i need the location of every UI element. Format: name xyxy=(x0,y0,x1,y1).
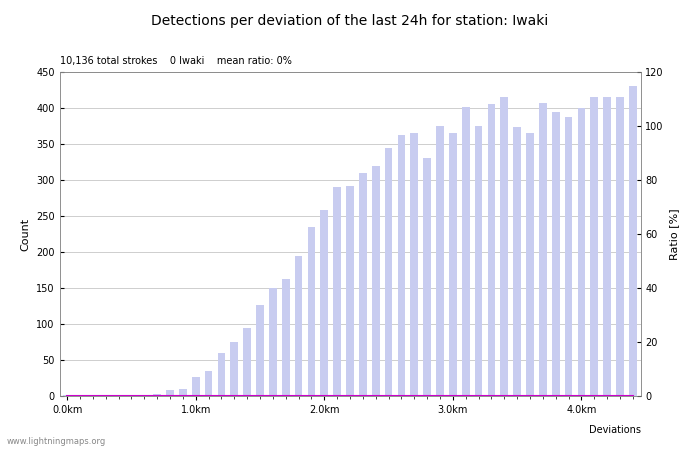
Bar xyxy=(513,127,521,396)
Bar xyxy=(436,126,444,396)
Bar xyxy=(166,390,174,396)
Y-axis label: Count: Count xyxy=(20,217,31,251)
Bar xyxy=(590,97,598,396)
Bar xyxy=(462,107,470,396)
Bar xyxy=(578,108,585,396)
Bar xyxy=(192,377,199,396)
Bar xyxy=(179,389,187,396)
Bar xyxy=(256,305,264,396)
Bar xyxy=(552,112,559,396)
Bar xyxy=(500,97,508,396)
Bar xyxy=(475,126,482,396)
Bar xyxy=(127,395,135,396)
Bar xyxy=(333,187,341,396)
Bar xyxy=(230,342,238,396)
Bar xyxy=(359,173,367,396)
Bar xyxy=(307,227,315,396)
Bar xyxy=(153,394,161,396)
Bar xyxy=(89,395,97,396)
Bar xyxy=(346,186,354,396)
Bar xyxy=(449,133,456,396)
Bar xyxy=(282,279,290,396)
Bar xyxy=(424,158,431,396)
Bar xyxy=(385,148,393,396)
Bar xyxy=(321,210,328,396)
Bar xyxy=(295,256,302,396)
Bar xyxy=(244,328,251,396)
Bar xyxy=(76,395,84,396)
Text: Detections per deviation of the last 24h for station: Iwaki: Detections per deviation of the last 24h… xyxy=(151,14,549,27)
Bar xyxy=(372,166,379,396)
Bar xyxy=(269,288,276,396)
Bar xyxy=(487,104,496,396)
Bar xyxy=(616,97,624,396)
Bar xyxy=(115,395,122,396)
Bar xyxy=(539,103,547,396)
Y-axis label: Ratio [%]: Ratio [%] xyxy=(669,208,680,260)
Bar xyxy=(629,86,636,396)
Bar xyxy=(410,133,418,396)
Bar xyxy=(398,135,405,396)
Text: Deviations: Deviations xyxy=(589,425,640,435)
Bar xyxy=(204,371,213,396)
Bar xyxy=(565,117,573,396)
Text: 10,136 total strokes    0 Iwaki    mean ratio: 0%: 10,136 total strokes 0 Iwaki mean ratio:… xyxy=(60,55,291,66)
Text: www.lightningmaps.org: www.lightningmaps.org xyxy=(7,436,106,446)
Bar xyxy=(526,133,534,396)
Bar xyxy=(102,395,110,396)
Bar xyxy=(141,395,148,396)
Bar xyxy=(64,395,71,396)
Bar xyxy=(603,97,611,396)
Bar xyxy=(218,353,225,396)
